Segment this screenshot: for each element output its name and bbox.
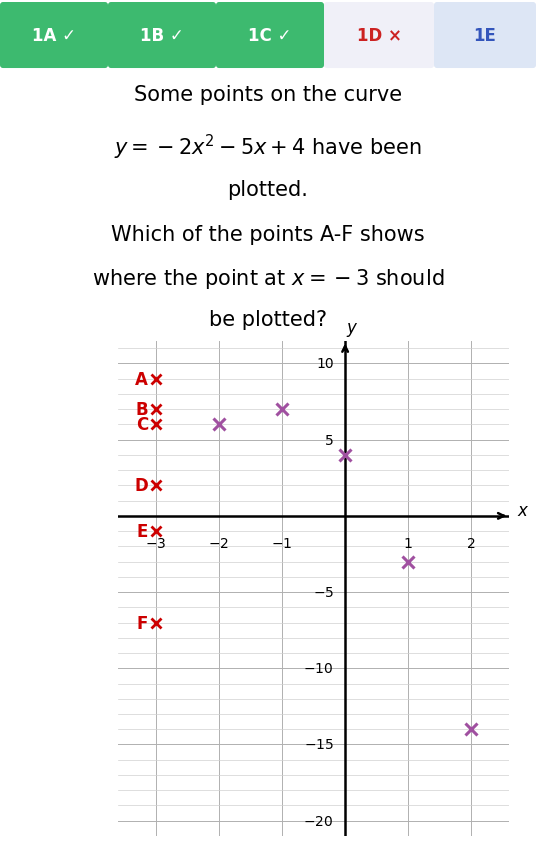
Text: F: F <box>137 614 148 632</box>
FancyBboxPatch shape <box>108 3 216 69</box>
Text: $y$: $y$ <box>346 320 359 338</box>
FancyBboxPatch shape <box>216 3 324 69</box>
Text: $y = -2x^2 - 5x + 4$ have been: $y = -2x^2 - 5x + 4$ have been <box>114 132 422 161</box>
Text: $-$15: $-$15 <box>304 738 334 751</box>
Text: be plotted?: be plotted? <box>209 310 327 329</box>
Text: $-$1: $-$1 <box>271 536 293 550</box>
Text: $-$2: $-$2 <box>209 536 229 550</box>
Text: $x$: $x$ <box>517 502 529 519</box>
Text: 10: 10 <box>316 357 334 371</box>
Text: A: A <box>135 370 148 388</box>
Text: where the point at $x = -3$ should: where the point at $x = -3$ should <box>92 267 444 291</box>
Text: 1: 1 <box>404 536 413 550</box>
Text: B: B <box>136 401 148 419</box>
Text: E: E <box>137 523 148 541</box>
Text: C: C <box>136 416 148 434</box>
Text: 2: 2 <box>467 536 476 550</box>
Text: $-$5: $-$5 <box>312 585 334 600</box>
Text: $-$10: $-$10 <box>303 661 334 676</box>
Text: D: D <box>135 477 148 495</box>
Text: Some points on the curve: Some points on the curve <box>134 84 402 105</box>
Text: Which of the points A-F shows: Which of the points A-F shows <box>111 225 425 245</box>
Text: 1D ×: 1D × <box>356 27 401 45</box>
Text: 5: 5 <box>325 433 334 447</box>
Text: $-$3: $-$3 <box>145 536 167 550</box>
FancyBboxPatch shape <box>434 3 536 69</box>
Text: 1C ✓: 1C ✓ <box>248 27 292 45</box>
Text: 1A ✓: 1A ✓ <box>32 27 76 45</box>
Text: 1B ✓: 1B ✓ <box>140 27 184 45</box>
Text: plotted.: plotted. <box>228 180 308 200</box>
Text: 1E: 1E <box>474 27 496 45</box>
Text: $-$20: $-$20 <box>303 814 334 827</box>
FancyBboxPatch shape <box>324 3 434 69</box>
FancyBboxPatch shape <box>0 3 108 69</box>
